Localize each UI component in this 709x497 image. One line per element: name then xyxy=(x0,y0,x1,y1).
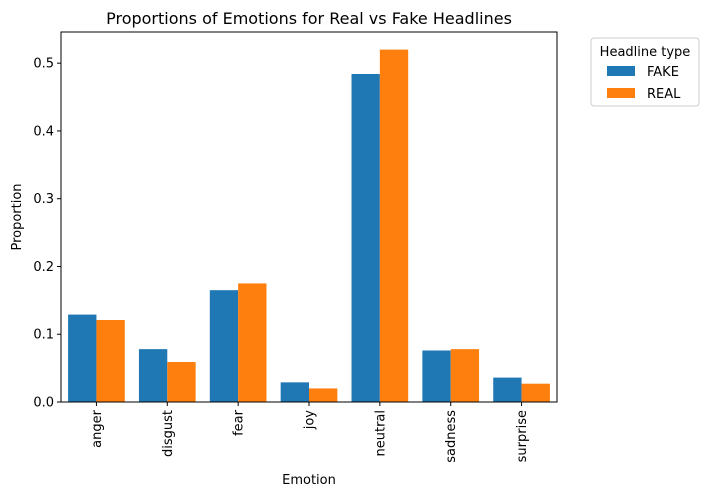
bar-real-sadness xyxy=(450,349,480,402)
y-tick-label: 0.0 xyxy=(33,396,54,411)
bar-real-surprise xyxy=(521,383,550,402)
bar-real-anger xyxy=(96,320,125,402)
legend-label-real: REAL xyxy=(647,87,681,102)
x-tick-label-surprise: surprise xyxy=(515,410,530,462)
bar-real-neutral xyxy=(379,49,409,403)
y-tick-label: 0.5 xyxy=(33,57,54,72)
legend-title: Headline type xyxy=(600,45,691,60)
x-tick-label-neutral: neutral xyxy=(373,410,388,457)
bar-fake-joy xyxy=(280,382,309,402)
bar-fake-neutral xyxy=(351,74,380,402)
bar-fake-fear xyxy=(209,290,239,402)
x-axis-label: Emotion xyxy=(282,473,336,488)
plot-area: 0.0 0.1 0.2 0.3 0.4 0.5 anger disgust fear joy neu… xyxy=(33,31,558,463)
y-tick-label: 0.1 xyxy=(33,328,54,343)
x-tick-label-joy: joy xyxy=(303,410,318,431)
x-tick-label-sadness: sadness xyxy=(444,410,459,463)
x-tick-label-fear: fear xyxy=(232,409,247,436)
bar-fake-disgust xyxy=(138,349,168,402)
bar-fake-sadness xyxy=(422,350,451,402)
x-tick-label-anger: anger xyxy=(90,409,105,447)
bar-real-disgust xyxy=(167,362,196,402)
bar-fake-anger xyxy=(68,314,97,402)
axes-frame xyxy=(60,31,558,403)
bar-real-joy xyxy=(309,388,338,402)
y-axis-label: Proportion xyxy=(10,183,25,250)
bar-real-fear xyxy=(238,283,267,402)
legend-label-fake: FAKE xyxy=(647,65,679,80)
legend-swatch-fake xyxy=(607,66,635,76)
x-tick-label-disgust: disgust xyxy=(161,410,176,457)
y-tick-label: 0.4 xyxy=(33,124,54,139)
bar-fake-surprise xyxy=(493,377,522,402)
chart-title: Proportions of Emotions for Real vs Fake… xyxy=(106,9,512,28)
legend-swatch-real xyxy=(607,88,635,98)
y-tick-label: 0.2 xyxy=(33,260,54,275)
legend: Headline type FAKE REAL xyxy=(590,37,700,107)
y-tick-label: 0.3 xyxy=(33,192,54,207)
